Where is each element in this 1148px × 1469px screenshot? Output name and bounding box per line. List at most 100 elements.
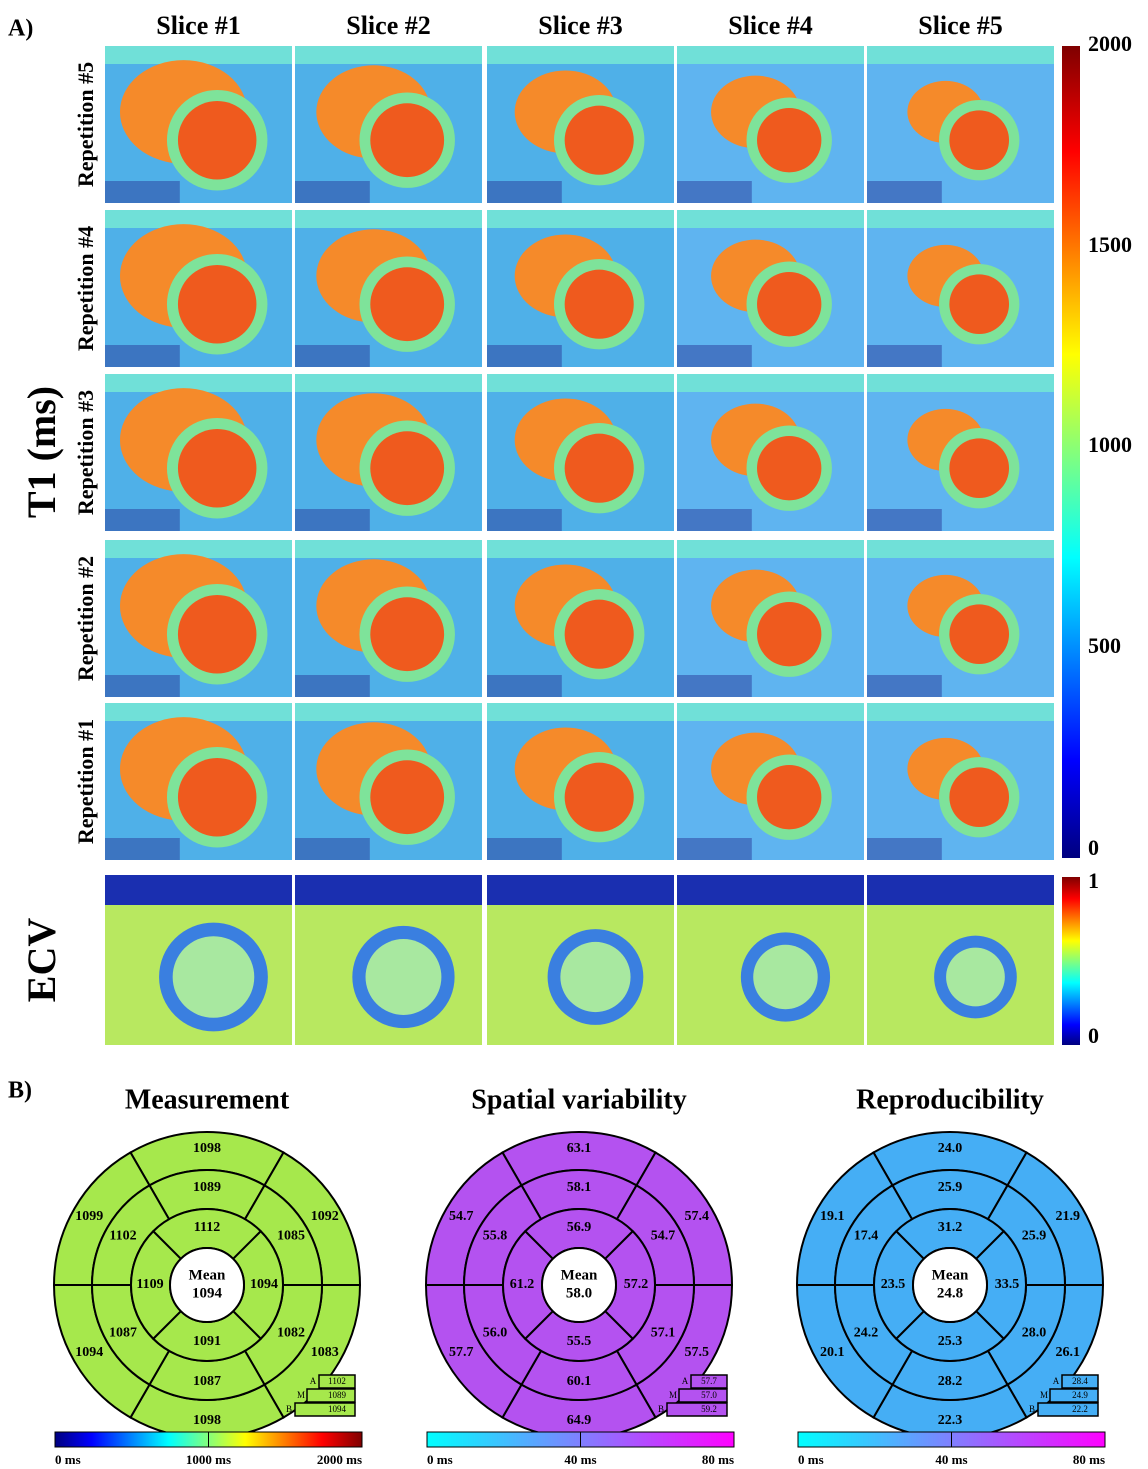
apex-value: 1089 xyxy=(328,1390,347,1400)
apex-label: M xyxy=(1040,1390,1048,1400)
top-band xyxy=(867,46,1054,64)
t1-map xyxy=(677,540,864,697)
noise xyxy=(105,345,180,367)
ecv-map xyxy=(295,875,482,1045)
segment-value: 56.0 xyxy=(483,1326,508,1341)
segment-value: 57.5 xyxy=(685,1345,710,1360)
blood-pool xyxy=(560,942,630,1012)
row-label: Repetition #5 xyxy=(73,62,98,187)
apex-label: A xyxy=(682,1376,689,1386)
apex-label: B xyxy=(1029,1404,1035,1414)
plot-title: Measurement xyxy=(125,1084,290,1115)
apex-label: M xyxy=(669,1390,677,1400)
noise xyxy=(867,509,942,531)
ecv-colorbar xyxy=(1062,877,1080,1045)
colorbar-label: 40 ms xyxy=(935,1452,967,1467)
segment-value: 57.2 xyxy=(624,1277,649,1292)
colorbar-tick-label: 1000 xyxy=(1088,432,1132,457)
mean-label: Mean xyxy=(189,1267,226,1283)
top-band xyxy=(677,374,864,392)
blood-pool xyxy=(370,103,444,177)
colorbar-tick-label: 0 xyxy=(1088,1023,1099,1048)
top-band xyxy=(867,374,1054,392)
noise xyxy=(677,509,752,531)
mean-label: Mean xyxy=(932,1267,969,1283)
colorbar-tick-label: 0 xyxy=(1088,835,1099,860)
segment-value: 28.0 xyxy=(1022,1326,1047,1341)
ecv-map xyxy=(867,875,1054,1045)
segment-value: 26.1 xyxy=(1056,1345,1081,1360)
segment-value: 1087 xyxy=(193,1374,221,1389)
apex-label: A xyxy=(1053,1376,1060,1386)
t1-map xyxy=(295,374,482,531)
blood-pool xyxy=(565,763,634,832)
segment-value: 25.9 xyxy=(1022,1229,1047,1244)
noise xyxy=(105,838,180,860)
segment-value: 33.5 xyxy=(995,1277,1020,1292)
apex-value: 57.7 xyxy=(701,1376,717,1386)
noise xyxy=(105,675,180,697)
colorbar-label: 40 ms xyxy=(564,1452,596,1467)
segment-value: 57.1 xyxy=(651,1326,676,1341)
t1-map xyxy=(677,374,864,531)
colorbar-label: 80 ms xyxy=(702,1452,734,1467)
blood-pool xyxy=(757,108,821,172)
colorbar-label: 0 ms xyxy=(427,1452,453,1467)
top-band xyxy=(105,46,292,64)
top-band xyxy=(295,210,482,228)
segment-value: 25.9 xyxy=(938,1180,963,1195)
panel-label: A) xyxy=(8,16,33,42)
segment-value: 1102 xyxy=(109,1229,136,1244)
noise xyxy=(867,345,942,367)
segment-value: 63.1 xyxy=(567,1141,592,1156)
noise xyxy=(867,838,942,860)
row-label: Repetition #4 xyxy=(73,226,98,351)
apex-box xyxy=(667,1403,727,1416)
segment-value: 23.5 xyxy=(881,1277,906,1292)
top-band xyxy=(105,210,292,228)
t1-map xyxy=(677,46,864,203)
blood-pool xyxy=(370,267,444,341)
noise xyxy=(677,345,752,367)
ecv-label: ECV xyxy=(19,918,64,1003)
blood-pool xyxy=(565,106,634,175)
t1-map xyxy=(677,210,864,367)
apex-label: B xyxy=(286,1404,292,1414)
noise xyxy=(295,509,370,531)
column-header: Slice #3 xyxy=(538,11,623,40)
segment-value: 1082 xyxy=(277,1326,305,1341)
top-band xyxy=(677,46,864,64)
blood-pool xyxy=(178,595,257,674)
t1-colorbar xyxy=(1062,46,1080,858)
t1-map xyxy=(295,540,482,697)
t1-map xyxy=(487,374,674,531)
top-band xyxy=(295,703,482,721)
segment-value: 61.2 xyxy=(510,1277,535,1292)
colorbar-label: 0 ms xyxy=(55,1452,81,1467)
colorbar-tick-label: 500 xyxy=(1088,633,1121,658)
top-band xyxy=(867,210,1054,228)
segment-value: 1109 xyxy=(136,1277,163,1292)
apex-value: 59.2 xyxy=(701,1404,717,1414)
blood-pool xyxy=(949,274,1009,334)
segment-value: 25.3 xyxy=(938,1334,963,1349)
apex-box xyxy=(295,1403,355,1416)
t1-map xyxy=(105,703,292,860)
segment-value: 1094 xyxy=(250,1277,278,1292)
t1-map xyxy=(295,46,482,203)
noise xyxy=(867,181,942,203)
noise xyxy=(487,345,562,367)
apex-label: A xyxy=(310,1376,317,1386)
t1-map xyxy=(105,210,292,367)
segment-value: 24.0 xyxy=(938,1141,963,1156)
colorbar-label: 80 ms xyxy=(1073,1452,1105,1467)
apex-value: 22.2 xyxy=(1072,1404,1088,1414)
blood-pool xyxy=(178,758,257,837)
top-band xyxy=(487,374,674,392)
mean-value: 58.0 xyxy=(566,1285,592,1301)
t1-map xyxy=(105,46,292,203)
row-label: Repetition #2 xyxy=(73,556,98,681)
noise xyxy=(295,345,370,367)
top-band xyxy=(295,374,482,392)
blood-pool xyxy=(565,270,634,339)
